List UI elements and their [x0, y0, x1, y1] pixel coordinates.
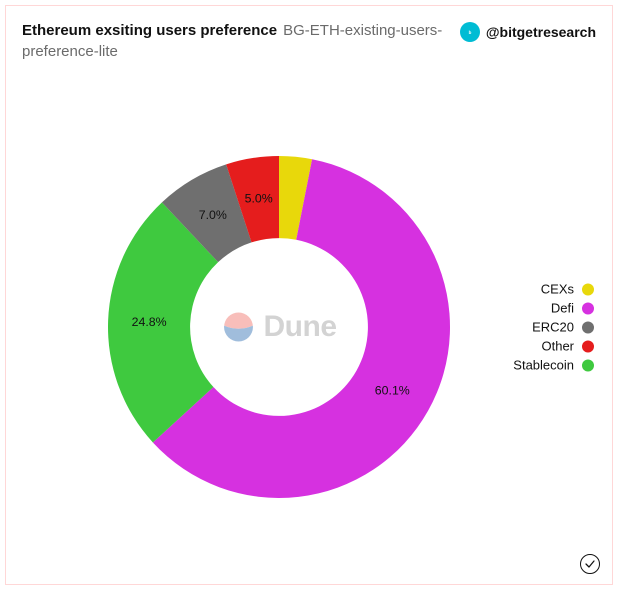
legend-item-erc20[interactable]: ERC20 — [513, 320, 594, 335]
legend-label: Stablecoin — [513, 358, 574, 373]
legend-swatch-icon — [582, 340, 594, 352]
legend-item-other[interactable]: Other — [513, 339, 594, 354]
author-badge-icon: b — [460, 22, 480, 42]
svg-text:b: b — [468, 30, 471, 35]
chart-card: Ethereum exsiting users preferenceBG-ETH… — [5, 5, 613, 585]
legend-swatch-icon — [582, 283, 594, 295]
status-check-icon[interactable] — [580, 554, 600, 574]
slice-label-other: 5.0% — [245, 191, 273, 205]
slice-label-erc20: 7.0% — [199, 208, 227, 222]
legend-label: ERC20 — [532, 320, 574, 335]
legend-swatch-icon — [582, 302, 594, 314]
donut-svg: 60.1% 24.8% 7.0% 5.0% — [89, 137, 469, 517]
author-handle[interactable]: b @bitgetresearch — [460, 20, 596, 42]
title-block: Ethereum exsiting users preferenceBG-ETH… — [22, 20, 460, 62]
legend-item-stablecoin[interactable]: Stablecoin — [513, 358, 594, 373]
legend-item-defi[interactable]: Defi — [513, 301, 594, 316]
card-header: Ethereum exsiting users preferenceBG-ETH… — [6, 6, 612, 70]
chart-area: 60.1%24.8%7.0%5.0% Dune CEXsDefiERC20Oth… — [6, 70, 612, 584]
chart-title: Ethereum exsiting users preference — [22, 22, 277, 39]
legend-label: Other — [541, 339, 574, 354]
slice-label-stablecoin: 24.8% — [132, 315, 167, 329]
legend-label: Defi — [551, 301, 574, 316]
legend-label: CEXs — [541, 282, 574, 297]
slice-label-defi: 60.1% — [375, 383, 410, 397]
legend-swatch-icon — [582, 321, 594, 333]
donut-chart: 60.1%24.8%7.0%5.0% Dune — [89, 137, 469, 517]
legend: CEXs Defi ERC20 Other Stablecoin — [513, 282, 594, 373]
title-line: Ethereum exsiting users preferenceBG-ETH… — [22, 20, 452, 62]
legend-swatch-icon — [582, 359, 594, 371]
author-handle-text: @bitgetresearch — [486, 24, 596, 40]
legend-item-cexs[interactable]: CEXs — [513, 282, 594, 297]
